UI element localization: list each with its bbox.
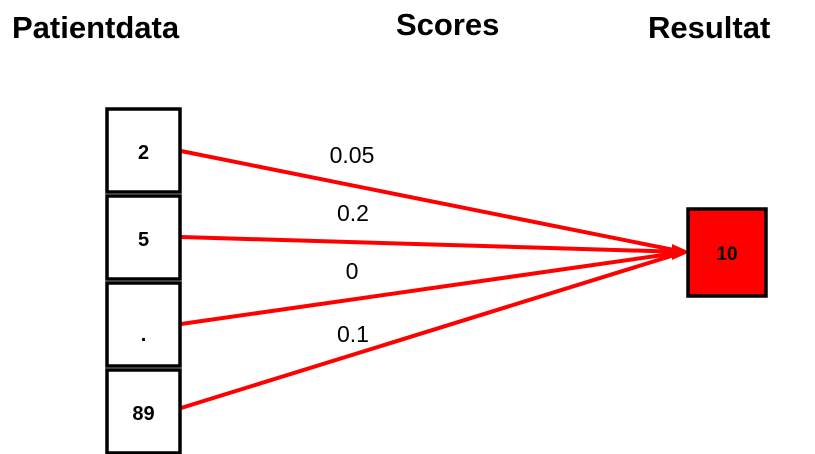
heading-resultat: Resultat — [648, 10, 771, 45]
input-column: 2 5 . 89 — [105, 107, 182, 454]
weight-label-1: 0.05 — [330, 142, 375, 168]
heading-patientdata: Patientdata — [12, 10, 180, 45]
input-box-3 — [105, 281, 182, 368]
input-box-1 — [105, 107, 182, 194]
connector-line-4 — [180, 250, 685, 410]
input-box-2 — [105, 194, 182, 281]
connector-line-3 — [180, 250, 685, 326]
input-value-2: 5 — [138, 229, 149, 251]
input-value-3: . — [141, 324, 147, 346]
output-box — [686, 207, 768, 298]
output-value: 10 — [716, 244, 737, 265]
weight-labels: 0.05 0.2 0 0.1 — [330, 142, 375, 347]
input-value-1: 2 — [138, 142, 149, 164]
connector-group — [180, 149, 690, 410]
connector-line-1 — [180, 149, 685, 254]
weight-label-4: 0.1 — [337, 321, 369, 347]
output-node: 10 — [686, 207, 768, 298]
input-box-4 — [105, 368, 182, 454]
input-value-4: 89 — [132, 403, 154, 425]
weight-label-2: 0.2 — [337, 200, 369, 226]
arrowhead-icon — [672, 244, 690, 260]
weight-label-3: 0 — [346, 258, 359, 284]
connector-line-2 — [180, 235, 685, 254]
heading-scores: Scores — [396, 7, 500, 42]
